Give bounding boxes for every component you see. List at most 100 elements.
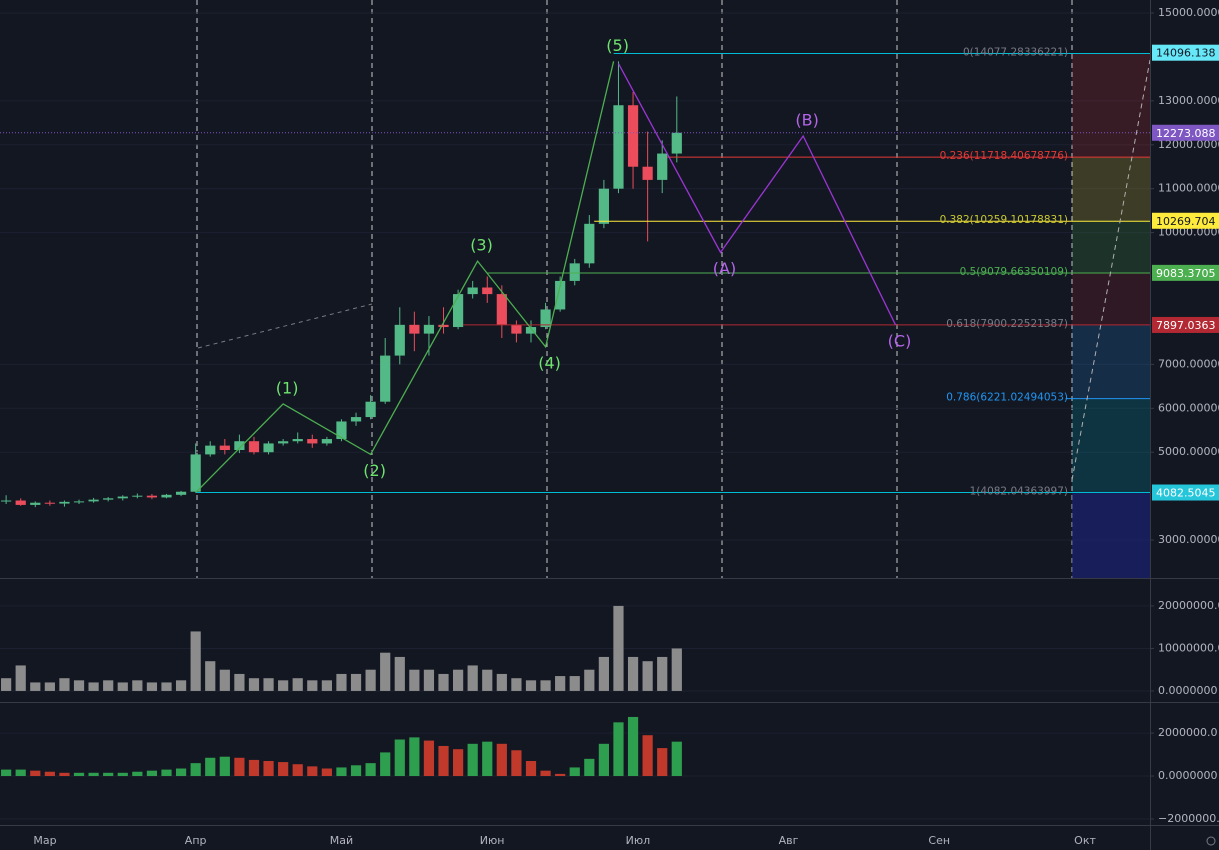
bar bbox=[555, 676, 566, 691]
price-tag bbox=[1152, 316, 1219, 333]
price-tag bbox=[1152, 44, 1219, 61]
bar bbox=[307, 766, 318, 777]
candle-body bbox=[175, 491, 187, 495]
bar bbox=[278, 762, 289, 777]
x-tick-label: Июн bbox=[480, 834, 505, 847]
bar bbox=[525, 680, 537, 691]
bar bbox=[307, 680, 318, 691]
bar bbox=[540, 680, 551, 691]
bar bbox=[190, 631, 201, 691]
candle-body bbox=[205, 445, 216, 455]
price-tag bbox=[1152, 212, 1219, 229]
bar bbox=[642, 735, 653, 777]
fib-label: 0.618(7900.22521387) bbox=[946, 318, 1068, 330]
y-tick-label: 5000.00000 bbox=[1158, 445, 1219, 458]
candle-body bbox=[219, 445, 230, 451]
candle-body bbox=[350, 417, 362, 422]
candle-body bbox=[59, 501, 70, 504]
bar bbox=[438, 673, 449, 691]
bar bbox=[423, 669, 435, 691]
candle-body bbox=[88, 499, 99, 502]
candle-body bbox=[321, 439, 332, 444]
bar bbox=[44, 771, 55, 777]
bar bbox=[482, 741, 493, 777]
bar bbox=[205, 757, 216, 777]
bar bbox=[73, 772, 85, 777]
bar bbox=[598, 656, 609, 691]
candle-body bbox=[467, 287, 478, 295]
candle-body bbox=[190, 454, 201, 492]
bar bbox=[657, 656, 668, 691]
y-tick-label: 7000.00000 bbox=[1158, 357, 1219, 370]
candle-body bbox=[161, 494, 172, 498]
bar bbox=[132, 771, 143, 777]
bar bbox=[569, 767, 580, 777]
price-tag bbox=[1152, 264, 1219, 281]
candle-body bbox=[365, 401, 376, 418]
x-tick-label: Июл bbox=[626, 834, 651, 847]
candle-body bbox=[584, 223, 595, 264]
bar bbox=[292, 678, 303, 691]
bar bbox=[350, 765, 362, 777]
wave-label: (B) bbox=[795, 110, 818, 129]
settings-icon[interactable] bbox=[1206, 836, 1216, 846]
bar bbox=[336, 767, 347, 777]
bar bbox=[278, 680, 289, 691]
bar bbox=[365, 763, 376, 777]
candle-body bbox=[657, 153, 668, 180]
bar bbox=[190, 763, 201, 777]
bar bbox=[409, 669, 420, 691]
y-tick-label: 10000000.0 bbox=[1158, 641, 1219, 654]
y-tick-label: 6000.00000 bbox=[1158, 401, 1219, 414]
wave-line bbox=[195, 61, 615, 493]
y-tick-label: 2000000.0 bbox=[1158, 726, 1218, 739]
bar bbox=[584, 669, 595, 691]
candle-body bbox=[482, 287, 493, 295]
price-tag-label: 14096.138 bbox=[1156, 47, 1216, 60]
bar bbox=[30, 770, 41, 777]
y-tick-label: 20000000.0 bbox=[1158, 599, 1219, 612]
bar bbox=[321, 768, 332, 777]
candle-body bbox=[569, 263, 580, 281]
bar bbox=[394, 739, 405, 777]
bar bbox=[438, 745, 449, 777]
wave-label: (4) bbox=[538, 353, 561, 372]
bar bbox=[467, 743, 478, 777]
bar bbox=[117, 682, 128, 691]
bar bbox=[15, 769, 26, 777]
bar bbox=[365, 669, 376, 691]
bar bbox=[205, 661, 216, 691]
bar bbox=[627, 716, 639, 777]
candle-body bbox=[438, 324, 449, 328]
fib-label: 0(14077.28336221) bbox=[963, 47, 1068, 59]
bar bbox=[496, 743, 507, 777]
x-tick-label: Май bbox=[330, 834, 353, 847]
bar bbox=[452, 749, 464, 777]
candle-body bbox=[452, 294, 464, 328]
candle-body bbox=[146, 495, 158, 498]
bar bbox=[482, 669, 493, 691]
price-tag bbox=[1152, 484, 1219, 501]
candle-body bbox=[642, 166, 653, 180]
bar bbox=[146, 682, 158, 691]
candle-body bbox=[409, 324, 420, 334]
fib-zone bbox=[1071, 492, 1150, 578]
y-tick-label: 3000.00000 bbox=[1158, 533, 1219, 546]
bar bbox=[30, 682, 41, 691]
bar bbox=[263, 760, 274, 777]
fib-zone bbox=[1071, 221, 1150, 274]
price-tag-label: 4082.5045 bbox=[1156, 487, 1216, 500]
price-tag-label: 10269.704 bbox=[1156, 215, 1216, 228]
bar bbox=[394, 656, 405, 691]
y-tick-label: 0.0000000 bbox=[1158, 684, 1218, 697]
bar bbox=[380, 652, 391, 691]
bar bbox=[511, 750, 522, 777]
candle-body bbox=[248, 441, 260, 453]
bar bbox=[88, 772, 99, 777]
y-tick-label: 15000.0000 bbox=[1158, 6, 1219, 19]
bar bbox=[511, 678, 522, 691]
bar bbox=[248, 678, 260, 691]
bar bbox=[59, 772, 70, 777]
